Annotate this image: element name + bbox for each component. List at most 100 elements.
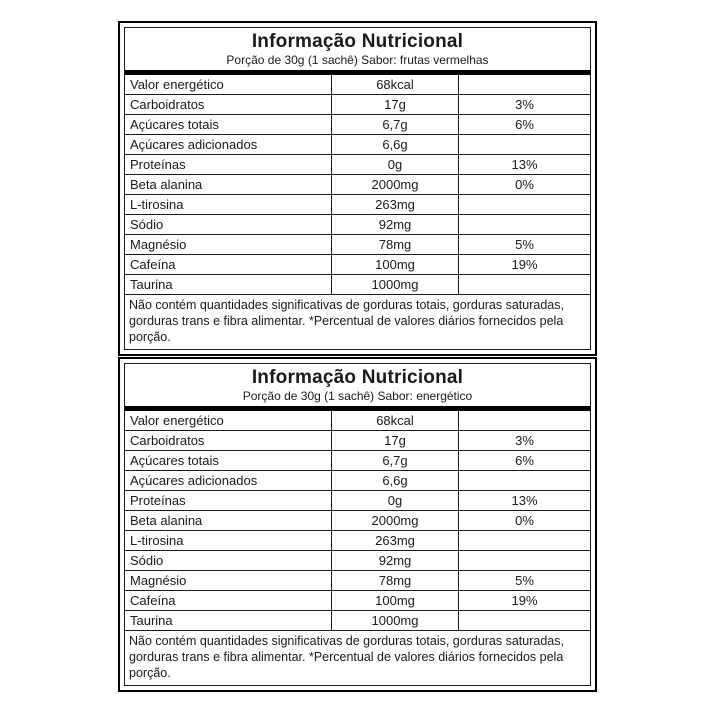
nutrition-table-energetico: Informação Nutricional Porção de 30g (1 … [118,357,597,692]
cell-dv [459,135,590,154]
cell-amount: 1000mg [332,275,459,294]
header-divider-bar [125,406,590,411]
nutrient-row: Açúcares adicionados 6,6g [125,135,590,155]
cell-amount: 6,7g [332,451,459,470]
cell-name: Açúcares adicionados [125,471,332,490]
nutrient-row: Açúcares totais 6,7g 6% [125,115,590,135]
nutrient-row: Taurina 1000mg [125,275,590,295]
cell-dv: 0% [515,177,534,192]
cell-name: Sódio [125,551,332,570]
cell-name: Proteínas [125,155,332,174]
table-title: Informação Nutricional [251,31,464,52]
nutrition-table-frutas-vermelhas: Informação Nutricional Porção de 30g (1 … [118,21,597,356]
cell-dv: 6% [515,117,534,132]
cell-amount: 0g [332,491,459,510]
cell-amount: 2000mg [332,175,459,194]
cell-amount: 92mg [332,215,459,234]
cell-name: Cafeína [125,255,332,274]
nutrient-row: Proteínas 0g 13% [125,155,590,175]
cell-name: Açúcares totais [125,115,332,134]
cell-amount: 6,6g [332,135,459,154]
cell-dv [459,471,590,490]
cell-name: Proteínas [125,491,332,510]
cell-dv [459,215,590,234]
nutrient-row: Carboidratos 17g 3% [125,95,590,115]
nutrient-row: Carboidratos 17g 3% [125,431,590,451]
cell-dv: 13% [511,493,538,508]
nutrient-row: Beta alanina 2000mg 0% [125,511,590,531]
table-footnote: Não contém quantidades significativas de… [129,298,564,344]
nutrient-rows: Valor energético 68kcal Carboidratos 17g 3% A… [125,411,590,631]
cell-amount: 100mg [332,255,459,274]
cell-dv [459,195,590,214]
cell-amount: 263mg [332,531,459,550]
cell-name: Carboidratos [125,95,332,114]
cell-name: Taurina [125,275,332,294]
cell-name: Açúcares adicionados [125,135,332,154]
cell-name: Taurina [125,611,332,630]
cell-name: Beta alanina [125,511,332,530]
cell-dv [459,611,590,630]
cell-amount: 1000mg [332,611,459,630]
nutrient-rows: Valor energético 68kcal Carboidratos 17g 3% A… [125,75,590,295]
nutrient-row: Açúcares totais 6,7g 6% [125,451,590,471]
cell-dv [459,411,590,430]
cell-amount: 68kcal [332,411,459,430]
cell-dv [459,75,590,94]
cell-name: Carboidratos [125,431,332,450]
cell-amount: 263mg [332,195,459,214]
cell-name: Magnésio [125,571,332,590]
cell-name: Valor energético [125,411,332,430]
cell-name: Valor energético [125,75,332,94]
table-inner-frame: Informação Nutricional Porção de 30g (1 … [124,363,591,686]
cell-amount: 6,6g [332,471,459,490]
nutrient-row: Magnésio 78mg 5% [125,235,590,255]
cell-dv: 5% [515,573,534,588]
cell-name: L-tirosina [125,195,332,214]
cell-amount: 68kcal [332,75,459,94]
cell-name: Sódio [125,215,332,234]
cell-amount: 78mg [332,235,459,254]
nutrient-row: L-tirosina 263mg [125,195,590,215]
cell-amount: 78mg [332,571,459,590]
cell-dv: 3% [515,433,534,448]
cell-name: L-tirosina [125,531,332,550]
cell-dv: 19% [511,593,538,608]
table-inner-frame: Informação Nutricional Porção de 30g (1 … [124,27,591,350]
nutrient-row: Magnésio 78mg 5% [125,571,590,591]
cell-dv: 19% [511,257,538,272]
table-subtitle: Porção de 30g (1 sachê) Sabor: energétic… [242,389,473,403]
cell-amount: 17g [332,431,459,450]
table-header: Informação Nutricional Porção de 30g (1 … [125,28,590,70]
cell-amount: 0g [332,155,459,174]
nutrient-row: L-tirosina 263mg [125,531,590,551]
cell-amount: 92mg [332,551,459,570]
nutrient-row: Beta alanina 2000mg 0% [125,175,590,195]
cell-name: Cafeína [125,591,332,610]
nutrient-row: Valor energético 68kcal [125,411,590,431]
cell-dv: 0% [515,513,534,528]
table-subtitle: Porção de 30g (1 sachê) Sabor: frutas ve… [226,53,489,67]
cell-amount: 100mg [332,591,459,610]
cell-dv [459,275,590,294]
table-title: Informação Nutricional [251,367,464,388]
nutrient-row: Sódio 92mg [125,215,590,235]
table-header: Informação Nutricional Porção de 30g (1 … [125,364,590,406]
cell-dv: 13% [511,157,538,172]
cell-dv [459,531,590,550]
cell-dv: 5% [515,237,534,252]
cell-dv: 6% [515,453,534,468]
cell-amount: 6,7g [332,115,459,134]
cell-name: Magnésio [125,235,332,254]
table-footnote: Não contém quantidades significativas de… [129,634,564,680]
cell-dv [459,551,590,570]
cell-name: Beta alanina [125,175,332,194]
nutrient-row: Valor energético 68kcal [125,75,590,95]
nutrient-row: Cafeína 100mg 19% [125,255,590,275]
nutrient-row: Taurina 1000mg [125,611,590,631]
cell-amount: 17g [332,95,459,114]
nutrient-row: Proteínas 0g 13% [125,491,590,511]
nutrient-row: Sódio 92mg [125,551,590,571]
cell-amount: 2000mg [332,511,459,530]
